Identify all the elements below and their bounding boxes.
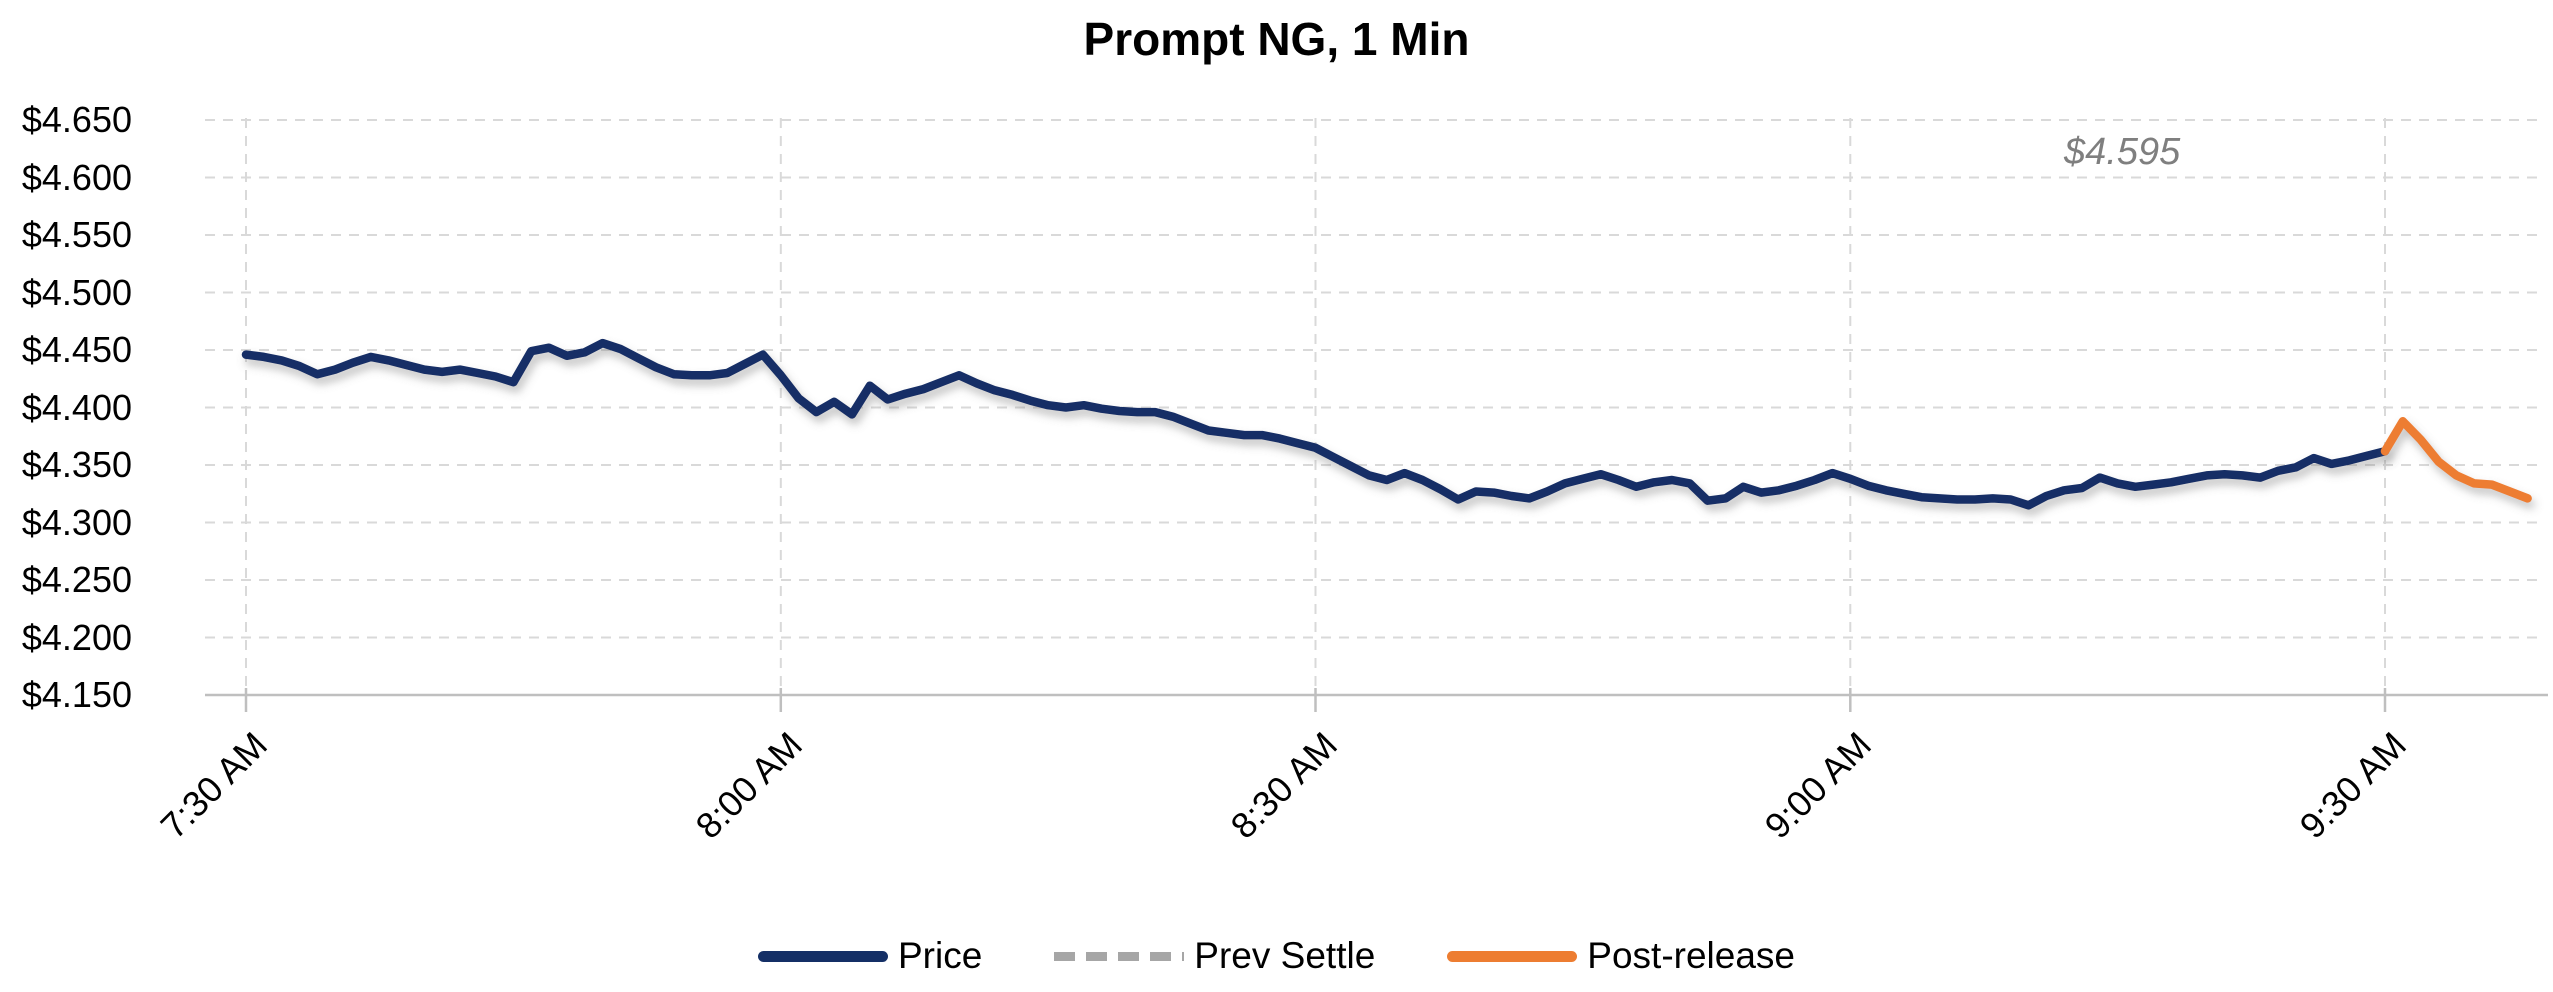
y-axis-label: $4.400 bbox=[21, 386, 132, 428]
legend-label-prev-settle: Prev Settle bbox=[1194, 935, 1376, 976]
legend-item-price: Price bbox=[757, 935, 983, 977]
y-axis-label: $4.200 bbox=[21, 616, 132, 658]
legend: Price Prev Settle Post-release bbox=[0, 926, 2553, 986]
y-axis-label: $4.600 bbox=[21, 156, 132, 198]
prev-settle-line-swatch bbox=[1054, 951, 1185, 961]
y-axis-label: $4.550 bbox=[21, 214, 132, 255]
y-axis-label: $4.650 bbox=[21, 99, 132, 140]
price-line-swatch bbox=[757, 950, 888, 962]
y-axis-label: $4.500 bbox=[21, 271, 132, 313]
legend-item-post-release: Post-release bbox=[1447, 935, 1795, 977]
legend-label-price: Price bbox=[897, 935, 983, 976]
legend-item-prev-settle: Prev Settle bbox=[1054, 935, 1375, 977]
price-line bbox=[241, 338, 2390, 510]
y-axis-label: $4.350 bbox=[21, 444, 132, 485]
y-axis-label: $4.300 bbox=[21, 501, 132, 543]
y-axis-label: $4.250 bbox=[21, 559, 132, 600]
y-axis-label: $4.150 bbox=[21, 674, 132, 715]
post-release-line-swatch bbox=[1447, 950, 1578, 962]
y-axis-label: $4.450 bbox=[21, 329, 132, 370]
legend-label-post-release: Post-release bbox=[1587, 935, 1795, 976]
prev-settle-annotation: $4.595 bbox=[2064, 131, 2181, 174]
post-release-line bbox=[2380, 417, 2532, 503]
chart-title: Prompt NG, 1 Min bbox=[1083, 13, 1470, 65]
